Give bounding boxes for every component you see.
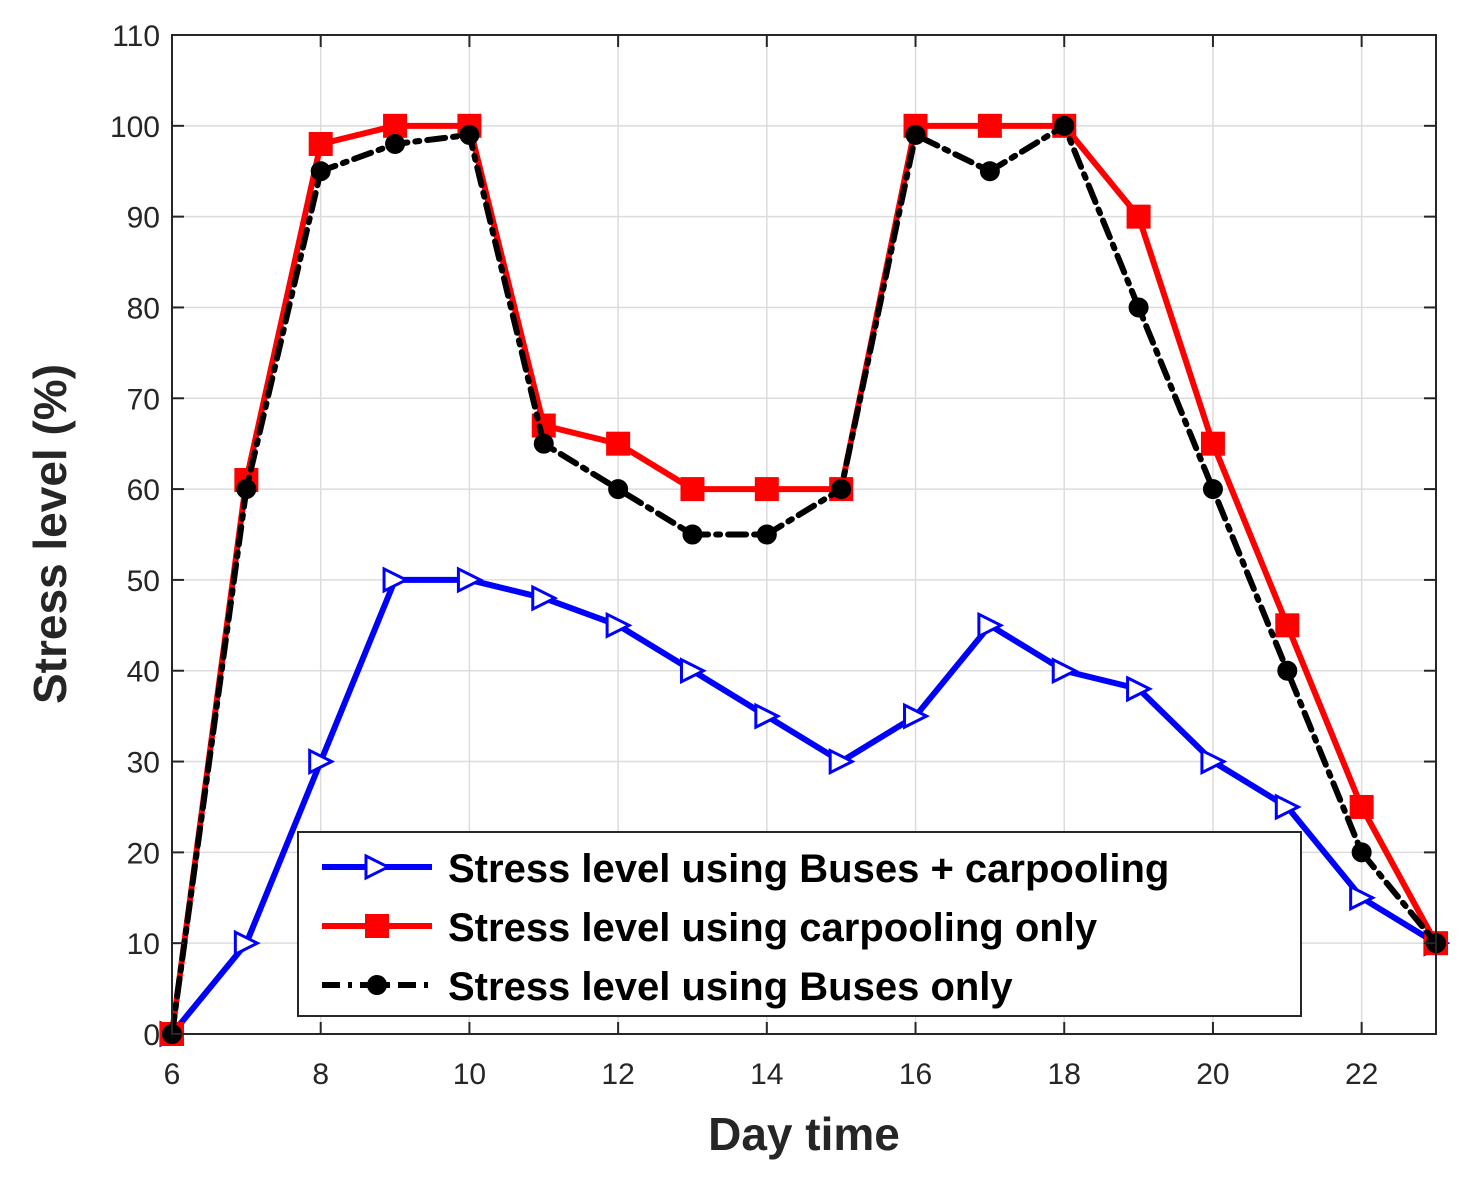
data-point-carpooling-only-22 <box>1349 794 1374 819</box>
series-line-carpooling-only <box>169 122 1439 1037</box>
x-tick-label-8: 8 <box>312 1058 329 1091</box>
data-point-buses-only-9 <box>385 133 406 154</box>
data-point-buses-carpooling-9 <box>382 566 410 594</box>
x-tick-label-14: 14 <box>750 1058 783 1091</box>
data-point-buses-carpooling-21 <box>1274 793 1302 821</box>
x-tick-label-16: 16 <box>899 1058 932 1091</box>
legend-label-buses-only: Stress level using Buses only <box>448 965 1013 1009</box>
y-tick-label-40: 40 <box>127 656 160 689</box>
legend-label-carpooling-only: Stress level using carpooling only <box>448 906 1098 950</box>
data-point-carpooling-only-20 <box>1200 431 1225 456</box>
data-point-buses-only-20 <box>1202 479 1223 500</box>
axis-ticks: 6 8 10 12 14 16 18 20 22 0 10 20 30 40 50 60 70 80 90 100 11… <box>110 20 1436 1091</box>
x-axis-title: Day time <box>708 1108 900 1160</box>
data-point-buses-only-15 <box>831 479 852 500</box>
data-point-carpooling-only-14 <box>754 477 779 502</box>
data-point-buses-only-10 <box>459 124 480 145</box>
legend-marker-buses-carpooling <box>364 853 392 881</box>
data-point-buses-carpooling-7 <box>233 929 261 957</box>
x-tick-label-18: 18 <box>1048 1058 1081 1091</box>
data-point-buses-only-19 <box>1128 297 1149 318</box>
series-line-buses-carpooling <box>169 576 1439 1037</box>
legend-marker-carpooling-only <box>365 914 389 938</box>
data-point-buses-carpooling-8 <box>308 748 336 775</box>
data-point-buses-only-21 <box>1277 660 1298 681</box>
data-point-carpooling-only-12 <box>606 431 631 456</box>
y-tick-label-60: 60 <box>127 474 160 507</box>
legend-entry-buses-carpooling: Stress level using Buses + carpooling <box>448 847 1169 891</box>
x-tick-label-10: 10 <box>453 1058 486 1091</box>
data-point-buses-carpooling-18 <box>1051 657 1079 685</box>
x-tick-label-22: 22 <box>1345 1058 1378 1091</box>
series-lines <box>159 113 1451 1048</box>
data-point-buses-only-8 <box>310 161 331 182</box>
data-point-buses-only-13 <box>682 524 703 545</box>
data-point-buses-carpooling-22 <box>1349 884 1377 912</box>
legend-marker-buses-only <box>367 975 387 995</box>
y-tick-label-90: 90 <box>127 202 160 235</box>
x-tick-label-6: 6 <box>164 1058 181 1091</box>
data-point-buses-only-18 <box>1054 115 1075 136</box>
data-point-carpooling-only-19 <box>1126 204 1151 229</box>
data-point-buses-carpooling-17 <box>977 611 1005 639</box>
legend-entry-carpooling-only: Stress level using carpooling only <box>448 906 1098 950</box>
data-point-buses-carpooling-13 <box>679 657 707 685</box>
y-tick-label-70: 70 <box>127 383 160 416</box>
data-point-buses-carpooling-14 <box>754 702 782 730</box>
data-point-carpooling-only-8 <box>308 131 333 156</box>
y-tick-label-100: 100 <box>110 111 160 144</box>
y-tick-label-30: 30 <box>127 747 160 780</box>
data-point-buses-only-17 <box>979 161 1000 182</box>
data-point-buses-carpooling-11 <box>531 584 559 612</box>
data-point-buses-carpooling-16 <box>903 702 930 730</box>
data-point-buses-only-14 <box>756 524 777 545</box>
y-axis-title: Stress level (%) <box>24 364 76 704</box>
y-tick-label-10: 10 <box>127 928 160 961</box>
legend-box <box>297 831 1302 1017</box>
data-point-buses-only-12 <box>608 479 629 500</box>
y-tick-label-0: 0 <box>143 1019 160 1052</box>
data-point-buses-carpooling-20 <box>1200 748 1228 775</box>
x-tick-label-12: 12 <box>601 1058 634 1091</box>
x-tick-label-20: 20 <box>1196 1058 1229 1091</box>
data-point-buses-carpooling-10 <box>456 566 484 594</box>
y-tick-label-110: 110 <box>112 20 160 53</box>
data-point-buses-only-7 <box>236 479 257 500</box>
data-point-buses-carpooling-12 <box>605 611 633 639</box>
data-point-buses-only-16 <box>905 124 926 145</box>
y-tick-label-50: 50 <box>127 565 160 598</box>
data-point-carpooling-only-21 <box>1275 613 1300 638</box>
data-point-carpooling-only-9 <box>383 113 408 138</box>
y-tick-label-20: 20 <box>127 837 160 870</box>
legend-entry-buses-only: Stress level using Buses only <box>448 965 1013 1009</box>
legend: Stress level using Buses + carpooling St… <box>297 831 1302 1017</box>
legend-label-buses-carpooling: Stress level using Buses + carpooling <box>448 847 1169 891</box>
data-point-carpooling-only-17 <box>977 113 1002 138</box>
data-point-buses-only-22 <box>1351 842 1372 863</box>
plot-frame <box>171 34 1437 1035</box>
data-point-buses-carpooling-19 <box>1126 675 1153 703</box>
series-line-buses-only <box>169 122 1439 1037</box>
data-point-buses-carpooling-15 <box>828 748 856 775</box>
data-point-carpooling-only-13 <box>680 477 705 502</box>
y-tick-label-80: 80 <box>127 292 160 325</box>
data-point-buses-only-11 <box>533 433 554 454</box>
